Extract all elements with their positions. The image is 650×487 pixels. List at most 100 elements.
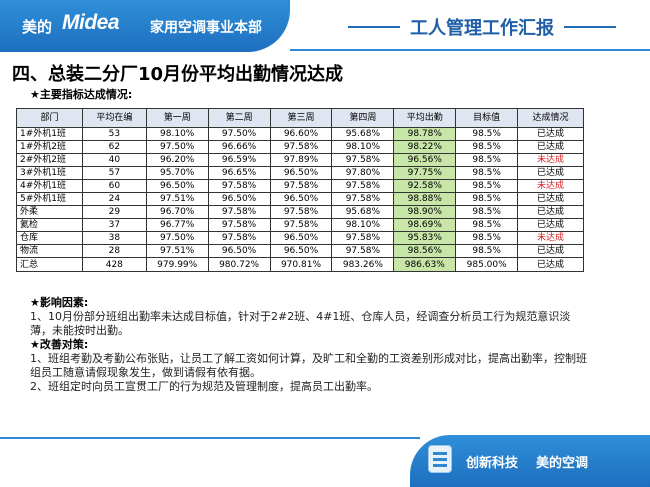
- cell-w3: 96.50%: [269, 192, 333, 206]
- cell-avg: 97.75%: [393, 166, 457, 180]
- total-w1: 979.99%: [145, 257, 209, 272]
- header-status: 达成情况: [517, 108, 584, 128]
- ac-unit-icon: [428, 445, 452, 473]
- cell-dept: 1#外机1班: [16, 127, 83, 141]
- cell-dept: 氦检: [16, 218, 83, 232]
- header-week3: 第三周: [269, 108, 333, 128]
- cell-target: 98.5%: [455, 179, 519, 193]
- footer-slogan-2: 美的空调: [536, 456, 589, 471]
- factors-text: 1、10月份部分班组出勤率未达成目标值，针对于2#2班、4#1班、仓库人员，经调…: [30, 310, 571, 337]
- cell-dept: 外柔: [16, 205, 83, 219]
- header-dept: 部门: [16, 108, 83, 128]
- cell-w4: 97.58%: [331, 192, 395, 206]
- subtitle: ★主要指标达成情况:: [30, 88, 133, 101]
- header-title: 工人管理工作汇报: [410, 18, 554, 39]
- cell-w1: 96.77%: [145, 218, 209, 232]
- cell-w1: 96.50%: [145, 179, 209, 193]
- footer-banner: 创新科技 美的空调: [410, 435, 650, 487]
- cell-w3: 96.50%: [269, 244, 333, 258]
- cell-status: 未达成: [517, 153, 584, 167]
- cell-status: 已达成: [517, 192, 584, 206]
- table-row: 氦检 37 96.77% 97.58% 97.58% 98.10% 98.69% 98.5% 已…: [16, 218, 584, 232]
- cell-target: 98.5%: [455, 192, 519, 206]
- cell-w3: 97.89%: [269, 153, 333, 167]
- cell-status: 已达成: [517, 244, 584, 258]
- header-divider: [290, 49, 650, 51]
- footer-slogan-1: 创新科技: [466, 456, 519, 471]
- cell-w2: 97.58%: [207, 231, 271, 245]
- cell-avg: 98.22%: [393, 140, 457, 154]
- total-target: 985.00%: [455, 257, 519, 272]
- cell-w1: 97.50%: [145, 231, 209, 245]
- header-week2: 第二周: [207, 108, 271, 128]
- total-w2: 980.72%: [207, 257, 271, 272]
- cell-w1: 97.50%: [145, 140, 209, 154]
- cell-staff: 24: [81, 192, 147, 206]
- brand-banner: 美的 Midea 家用空调事业本部: [0, 0, 290, 52]
- footer-divider: [0, 437, 420, 439]
- cell-staff: 28: [81, 244, 147, 258]
- cell-status: 未达成: [517, 179, 584, 193]
- cell-staff: 38: [81, 231, 147, 245]
- cell-status: 已达成: [517, 127, 584, 141]
- cell-w2: 97.58%: [207, 179, 271, 193]
- cell-target: 98.5%: [455, 205, 519, 219]
- title-rule-left: [348, 26, 400, 28]
- cell-w1: 96.20%: [145, 153, 209, 167]
- header-week4: 第四周: [331, 108, 395, 128]
- cell-target: 98.5%: [455, 244, 519, 258]
- notes-section: ★影响因素: 1、10月份部分班组出勤率未达成目标值，针对于2#2班、4#1班、…: [30, 296, 590, 394]
- header-avg: 平均出勤: [393, 108, 457, 128]
- cell-w4: 97.58%: [331, 179, 395, 193]
- total-w3: 970.81%: [269, 257, 333, 272]
- cell-w3: 96.60%: [269, 127, 333, 141]
- brand-en-logo: Midea: [62, 11, 120, 34]
- cell-w4: 97.58%: [331, 244, 395, 258]
- cell-w4: 97.58%: [331, 153, 395, 167]
- cell-w2: 96.66%: [207, 140, 271, 154]
- cell-dept: 3#外机1班: [16, 166, 83, 180]
- cell-w2: 97.58%: [207, 205, 271, 219]
- cell-dept: 仓库: [16, 231, 83, 245]
- total-avg: 986.63%: [393, 257, 457, 272]
- cell-dept: 2#外机2班: [16, 153, 83, 167]
- cell-dept: 物流: [16, 244, 83, 258]
- table-total-row: 汇总 428 979.99% 980.72% 970.81% 983.26% 986.63%…: [16, 257, 584, 272]
- factors-heading: ★影响因素:: [30, 296, 89, 309]
- cell-w4: 98.10%: [331, 140, 395, 154]
- header-staff: 平均在编: [81, 108, 147, 128]
- cell-w4: 97.58%: [331, 231, 395, 245]
- cell-status: 已达成: [517, 205, 584, 219]
- cell-w1: 96.70%: [145, 205, 209, 219]
- total-status: 已达成: [517, 257, 584, 272]
- cell-target: 98.5%: [455, 166, 519, 180]
- table-row: 4#外机1班 60 96.50% 97.58% 97.58% 97.58% 92.58% 98…: [16, 179, 584, 193]
- cell-avg: 98.69%: [393, 218, 457, 232]
- table-row: 物流 28 97.51% 96.50% 96.50% 97.58% 98.56% 98.5% 已…: [16, 244, 584, 258]
- table-row: 3#外机1班 57 95.70% 96.65% 96.50% 97.80% 97.75% 98…: [16, 166, 584, 180]
- cell-target: 98.5%: [455, 127, 519, 141]
- cell-status: 未达成: [517, 231, 584, 245]
- cell-w1: 97.51%: [145, 244, 209, 258]
- cell-avg: 98.78%: [393, 127, 457, 141]
- table-row: 2#外机2班 40 96.20% 96.59% 97.89% 97.58% 96.56% 98…: [16, 153, 584, 167]
- cell-status: 已达成: [517, 166, 584, 180]
- table-row: 5#外机1班 24 97.51% 96.50% 96.50% 97.58% 98.88% 98…: [16, 192, 584, 206]
- cell-staff: 57: [81, 166, 147, 180]
- table-header-row: 部门 平均在编 第一周 第二周 第三周 第四周 平均出勤 目标值 达成情况: [16, 108, 584, 128]
- footer: 创新科技 美的空调: [0, 435, 650, 487]
- cell-status: 已达成: [517, 218, 584, 232]
- cell-target: 98.5%: [455, 231, 519, 245]
- cell-dept: 1#外机2班: [16, 140, 83, 154]
- cell-w3: 96.50%: [269, 231, 333, 245]
- cell-w2: 96.59%: [207, 153, 271, 167]
- section-title: 四、总装二分厂10月份平均出勤情况达成: [12, 64, 344, 85]
- cell-w4: 95.68%: [331, 127, 395, 141]
- attendance-table: 部门 平均在编 第一周 第二周 第三周 第四周 平均出勤 目标值 达成情况 1#…: [16, 108, 584, 272]
- cell-avg: 98.88%: [393, 192, 457, 206]
- cell-staff: 53: [81, 127, 147, 141]
- total-dept: 汇总: [16, 257, 83, 272]
- table-row: 仓库 38 97.50% 97.58% 96.50% 97.58% 95.83% 98.5% 未…: [16, 231, 584, 245]
- header-title-group: 工人管理工作汇报: [348, 14, 616, 40]
- header-target: 目标值: [455, 108, 519, 128]
